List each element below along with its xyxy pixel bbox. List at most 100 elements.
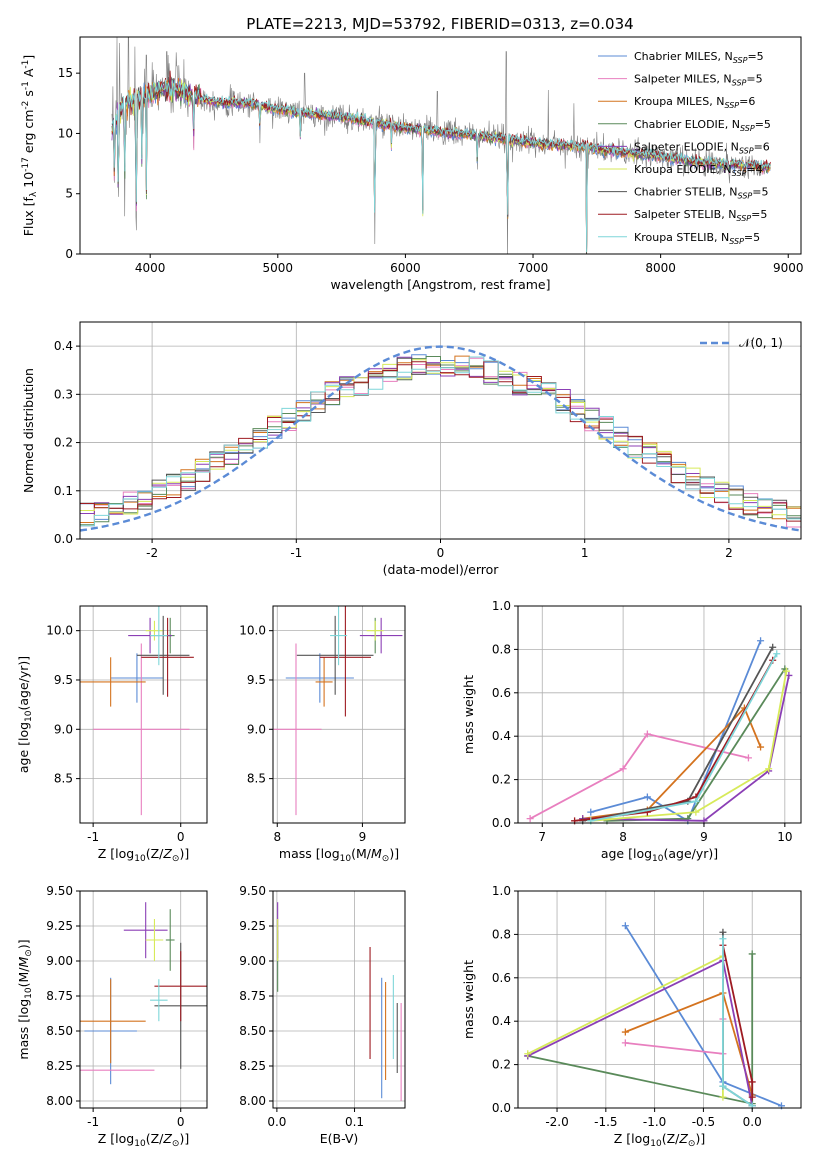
y-tick-label: 0.8 [492, 927, 511, 941]
x-tick-label: 5000 [263, 261, 294, 275]
legend-label-chabrier_elodie: Chabrier ELODIE, NSSP=5 [634, 118, 771, 133]
massweight_vs_age-panel: 7 8 9 10 0.0 0.2 0.4 0.6 0.8 1.0 age [log10(age/yr… [461, 599, 802, 864]
residuals-plot-area [80, 345, 801, 532]
x-tick-label: -2 [146, 546, 158, 560]
errorbar-kroupa_miles [80, 657, 146, 707]
errorbar-kroupa_stelib [150, 606, 168, 666]
series-line-chabrier_stelib [582, 646, 774, 822]
legend-label-kroupa_elodie: Kroupa ELODIE, NSSP=4 [634, 163, 763, 178]
series-point-salpeter_stelib [748, 1093, 756, 1101]
series-point-salpeter_miles [643, 730, 651, 738]
series-point-kroupa_elodie [765, 765, 773, 773]
x-axis-label: Z [log10(Z/Z⊙)] [614, 1131, 705, 1149]
y-tick-label: 9.00 [239, 954, 266, 968]
errorbar-chabrier_stelib [136, 615, 190, 695]
x-tick-label: 6000 [390, 261, 421, 275]
y-tick-label: 0.6 [492, 686, 511, 700]
errorbar-chabrier_stelib [296, 615, 374, 695]
gaussian-reference-line [80, 345, 801, 532]
x-tick-label: 10 [777, 830, 792, 844]
mass_vs_EBV-plot-area [277, 902, 402, 1101]
x-tick-label: 8000 [645, 261, 676, 275]
y-tick-label: 8.50 [46, 1024, 73, 1038]
series-line-chabrier_miles [590, 640, 762, 823]
legend-label-gaussian: 𝒩(0, 1) [739, 336, 783, 350]
series-line-salpeter_elodie [527, 959, 754, 1106]
y-tick-label: 9.25 [239, 919, 266, 933]
series-point-chabrier_stelib [769, 643, 777, 651]
histogram-chabrier_stelib [80, 357, 801, 519]
y-tick-label: 9.50 [46, 884, 73, 898]
series-line-salpeter_miles [529, 732, 749, 820]
series-line-salpeter_elodie [582, 675, 790, 822]
y-tick-label: 0.6 [492, 971, 511, 985]
errorbar-kroupa_stelib [150, 979, 168, 1022]
legend-label-kroupa_stelib: Kroupa STELIB, NSSP=5 [634, 231, 760, 246]
y-tick-label: 0.4 [54, 339, 73, 353]
y-tick-label: 0.0 [492, 816, 511, 830]
x-axis-label: Z [log10(Z/Z⊙)] [98, 846, 189, 864]
axes-frame [79, 890, 208, 1109]
x-tick-label: 0 [177, 1115, 185, 1129]
mass_vs_Z-plot-area [80, 902, 207, 1085]
series-line-kroupa_elodie [590, 670, 788, 822]
x-tick-label: 0.1 [345, 1115, 364, 1129]
legend-label-chabrier_stelib: Chabrier STELIB, NSSP=5 [634, 186, 768, 201]
series-point-kroupa_miles [621, 1028, 629, 1036]
spectrum-legend: Chabrier MILES, NSSP=5 Salpeter MILES, NS… [598, 50, 771, 246]
y-tick-label: 0.2 [492, 1058, 511, 1072]
massweight_vs_age-plot-area [526, 637, 793, 825]
age_vs_mass-panel: 8 9 8.5 9.0 9.5 10.0 mass [log10(M/M⊙)] [239, 605, 406, 864]
y-tick-label: 0.2 [492, 773, 511, 787]
errorbar-kroupa_elodie [366, 620, 384, 641]
y-tick-label: 0.3 [54, 387, 73, 401]
series-point-salpeter_elodie [785, 671, 793, 679]
errorbar-kroupa_stelib [330, 606, 348, 666]
y-tick-label: 8.00 [46, 1094, 73, 1108]
errorbar-chabrier_miles [285, 653, 354, 703]
axes-frame [272, 890, 406, 1109]
x-tick-label: -1 [290, 546, 302, 560]
legend-label-chabrier_miles: Chabrier MILES, NSSP=5 [634, 50, 764, 65]
age_vs_Z-plot-area [80, 606, 194, 816]
axes-frame [79, 605, 208, 824]
x-axis-label: E(B-V) [320, 1131, 359, 1146]
x-tick-label: 9000 [773, 261, 804, 275]
y-tick-label: 0.0 [54, 532, 73, 546]
x-tick-label: 7000 [518, 261, 549, 275]
y-tick-label: 9.0 [54, 722, 73, 736]
errorbar-salpeter_stelib [154, 951, 207, 1022]
x-tick-label: 2 [725, 546, 733, 560]
axes-frame [517, 890, 802, 1109]
y-tick-label: 0.4 [492, 729, 511, 743]
y-tick-label: 9.5 [54, 673, 73, 687]
y-tick-label: 8.75 [46, 989, 73, 1003]
massweight_vs_Z-plot-area [524, 922, 785, 1110]
errorbar-salpeter_stelib [141, 617, 194, 697]
series-point-kroupa_elodie [692, 808, 700, 816]
y-tick-label: 1.0 [492, 599, 511, 613]
series-point-salpeter_miles [621, 1039, 629, 1047]
legend-label-salpeter_miles: Salpeter MILES, NSSP=5 [634, 73, 763, 88]
x-axis-label: wavelength [Angstrom, rest frame] [330, 277, 550, 292]
y-tick-label: 5 [65, 187, 73, 201]
y-tick-label: 15 [58, 66, 73, 80]
x-tick-label: -1 [87, 1115, 99, 1129]
x-tick-label: 9 [359, 830, 367, 844]
y-tick-label: 0 [65, 247, 73, 261]
series-line-kroupa_miles [582, 706, 762, 820]
figure-title: PLATE=2213, MJD=53792, FIBERID=0313, z=0… [246, 15, 633, 33]
y-axis-label: Flux [fλ 10-17 erg cm-2 s-1 A-1] [21, 55, 39, 237]
residuals-panel: -2 -1 0 1 2 0.0 0.1 0.2 0.3 0.4 (data-model)/error… [21, 321, 802, 577]
y-tick-label: 9.0 [247, 722, 266, 736]
y-tick-label: 10.0 [239, 624, 266, 638]
panels: 4000 5000 6000 7000 8000 9000051015wavelength… [16, 36, 804, 1149]
errorbar-kroupa_miles [80, 979, 146, 1064]
x-tick-label: -1.0 [643, 1115, 666, 1129]
legend-label-salpeter_elodie: Salpeter ELODIE, NSSP=6 [634, 140, 770, 155]
series-point-chabrier_miles [621, 922, 629, 930]
series-point-salpeter_stelib [748, 1078, 756, 1086]
y-tick-label: 0.1 [54, 484, 73, 498]
errorbar-chabrier_elodie [165, 909, 175, 971]
series-point-chabrier_stelib [719, 928, 727, 936]
